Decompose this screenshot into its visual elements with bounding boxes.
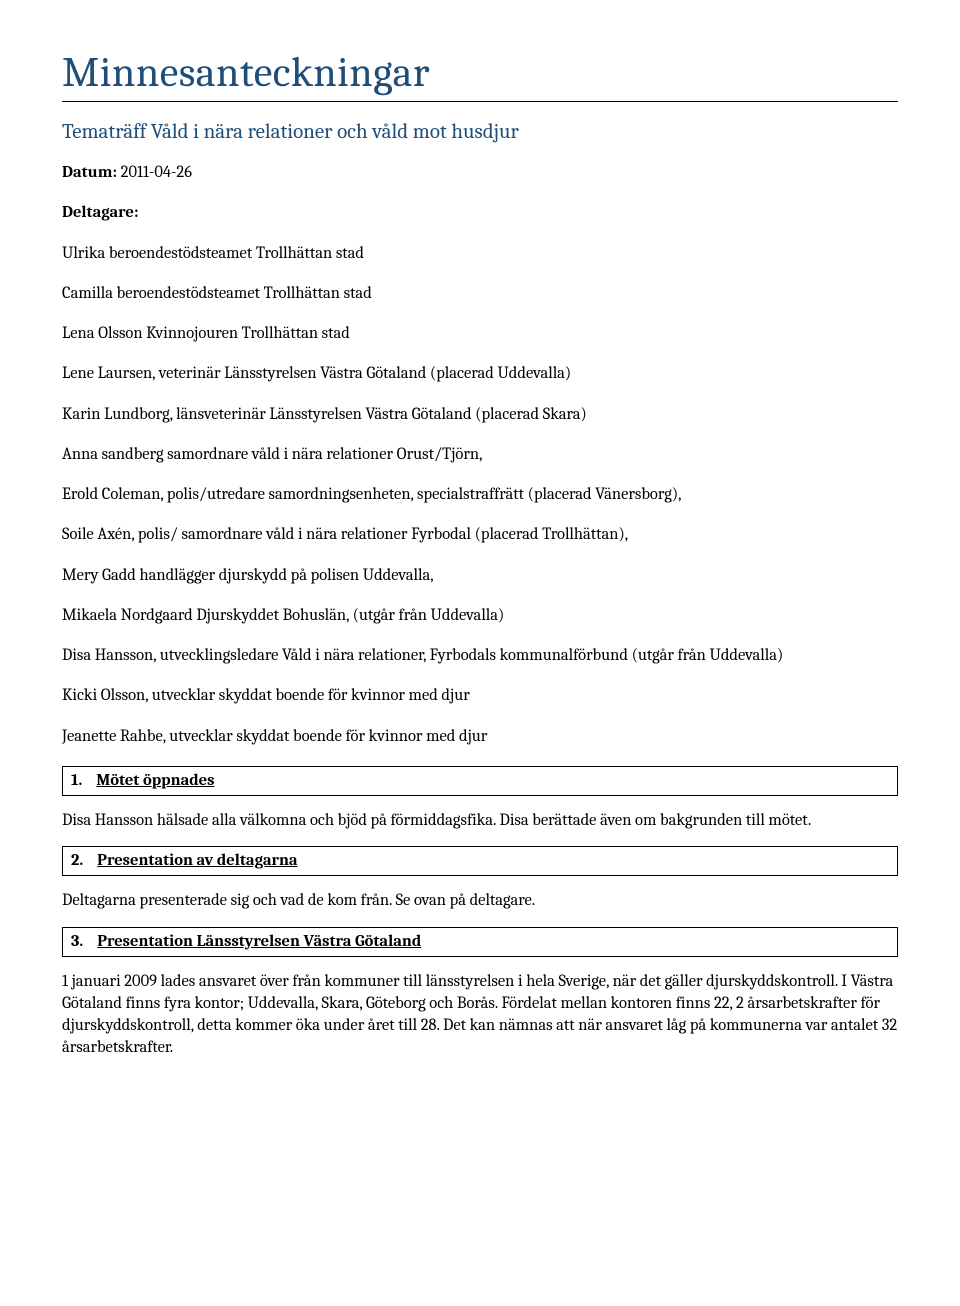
participant-line: Mery Gadd handlägger djurskydd på polise… <box>62 565 898 587</box>
participant-line: Camilla beroendestödsteamet Trollhättan … <box>62 283 898 305</box>
date-value: 2011-04-26 <box>121 163 192 182</box>
section-number: 2. <box>71 851 83 870</box>
section-heading-box: 2. Presentation av deltagarna <box>62 846 898 876</box>
participant-line: Lena Olsson Kvinnojouren Trollhättan sta… <box>62 323 898 345</box>
document-page: Minnesanteckningar Tematräff Våld i nära… <box>0 0 960 1114</box>
date-label: Datum: <box>62 163 117 182</box>
section-heading-box: 3. Presentation Länsstyrelsen Västra Göta… <box>62 927 898 957</box>
date-line: Datum: 2011-04-26 <box>62 162 898 184</box>
section-body: 1 januari 2009 lades ansvaret över från … <box>62 971 898 1060</box>
document-subtitle: Tematräff Våld i nära relationer och vål… <box>62 120 898 144</box>
section-heading: Mötet öppnades <box>96 771 214 790</box>
participant-line: Ulrika beroendestödsteamet Trollhättan s… <box>62 243 898 265</box>
participant-line: Karin Lundborg, länsveterinär Länsstyrel… <box>62 404 898 426</box>
section-number: 1. <box>71 771 82 790</box>
participant-line: Lene Laursen, veterinär Länsstyrelsen Vä… <box>62 363 898 385</box>
section-heading-box: 1. Mötet öppnades <box>62 766 898 796</box>
participant-line: Anna sandberg samordnare våld i nära rel… <box>62 444 898 466</box>
section-heading: Presentation av deltagarna <box>97 851 297 870</box>
title-underline <box>62 101 898 102</box>
participants-label-line: Deltagare: <box>62 202 898 224</box>
participants-label: Deltagare: <box>62 203 138 222</box>
participant-line: Erold Coleman, polis/utredare samordning… <box>62 484 898 506</box>
participant-line: Mikaela Nordgaard Djurskyddet Bohuslän, … <box>62 605 898 627</box>
document-title: Minnesanteckningar <box>62 48 898 97</box>
participant-line: Kicki Olsson, utvecklar skyddat boende f… <box>62 685 898 707</box>
participant-line: Jeanette Rahbe, utvecklar skyddat boende… <box>62 726 898 748</box>
section-heading: Presentation Länsstyrelsen Västra Götala… <box>97 932 421 951</box>
section-number: 3. <box>71 932 83 951</box>
participant-line: Soile Axén, polis/ samordnare våld i när… <box>62 524 898 546</box>
section-body: Deltagarna presenterade sig och vad de k… <box>62 890 898 912</box>
section-body: Disa Hansson hälsade alla välkomna och b… <box>62 810 898 832</box>
participant-line: Disa Hansson, utvecklingsledare Våld i n… <box>62 645 898 667</box>
